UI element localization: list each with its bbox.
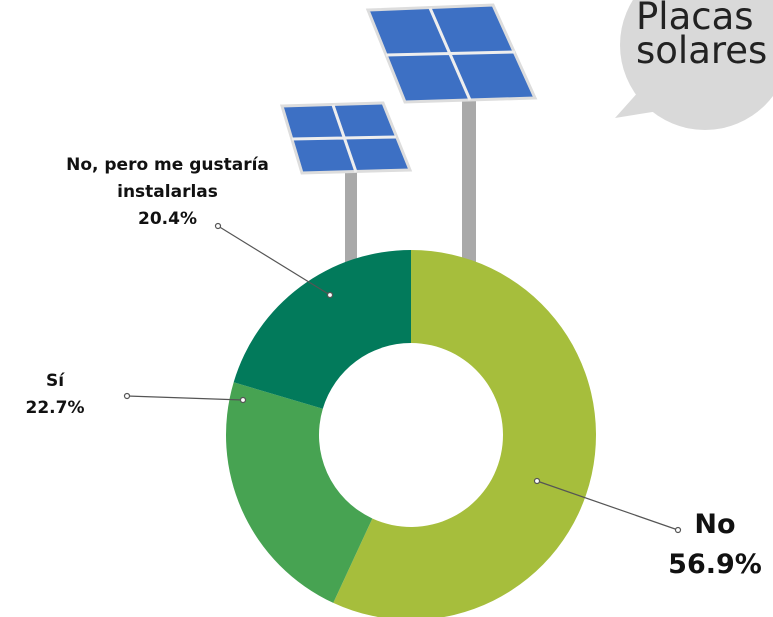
category-label: Sí (45, 371, 65, 391)
donut-slice (233, 250, 411, 409)
annotation: Placas solares (636, 0, 768, 72)
category-label: No, pero me gustaría instalarlas (66, 155, 269, 202)
speech-bubble (615, 0, 773, 130)
solar-panels (280, 3, 538, 270)
donut-slice (333, 250, 596, 617)
leader-lines (123, 222, 682, 534)
category-label: No (694, 509, 736, 540)
label-dark: No, pero me gustaría instalarlas 20.4% (45, 152, 290, 233)
value-label: 56.9% (668, 549, 762, 580)
value-label: 22.7% (25, 398, 85, 418)
donut-slice (225, 382, 373, 603)
label-si: Sí 22.7% (10, 368, 100, 422)
value-label: 20.4% (138, 209, 197, 229)
label-no: No 56.9% (660, 505, 770, 585)
